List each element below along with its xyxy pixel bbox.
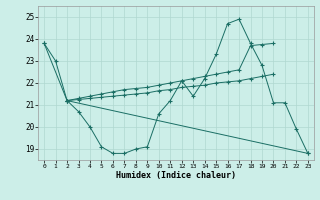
X-axis label: Humidex (Indice chaleur): Humidex (Indice chaleur) [116,171,236,180]
